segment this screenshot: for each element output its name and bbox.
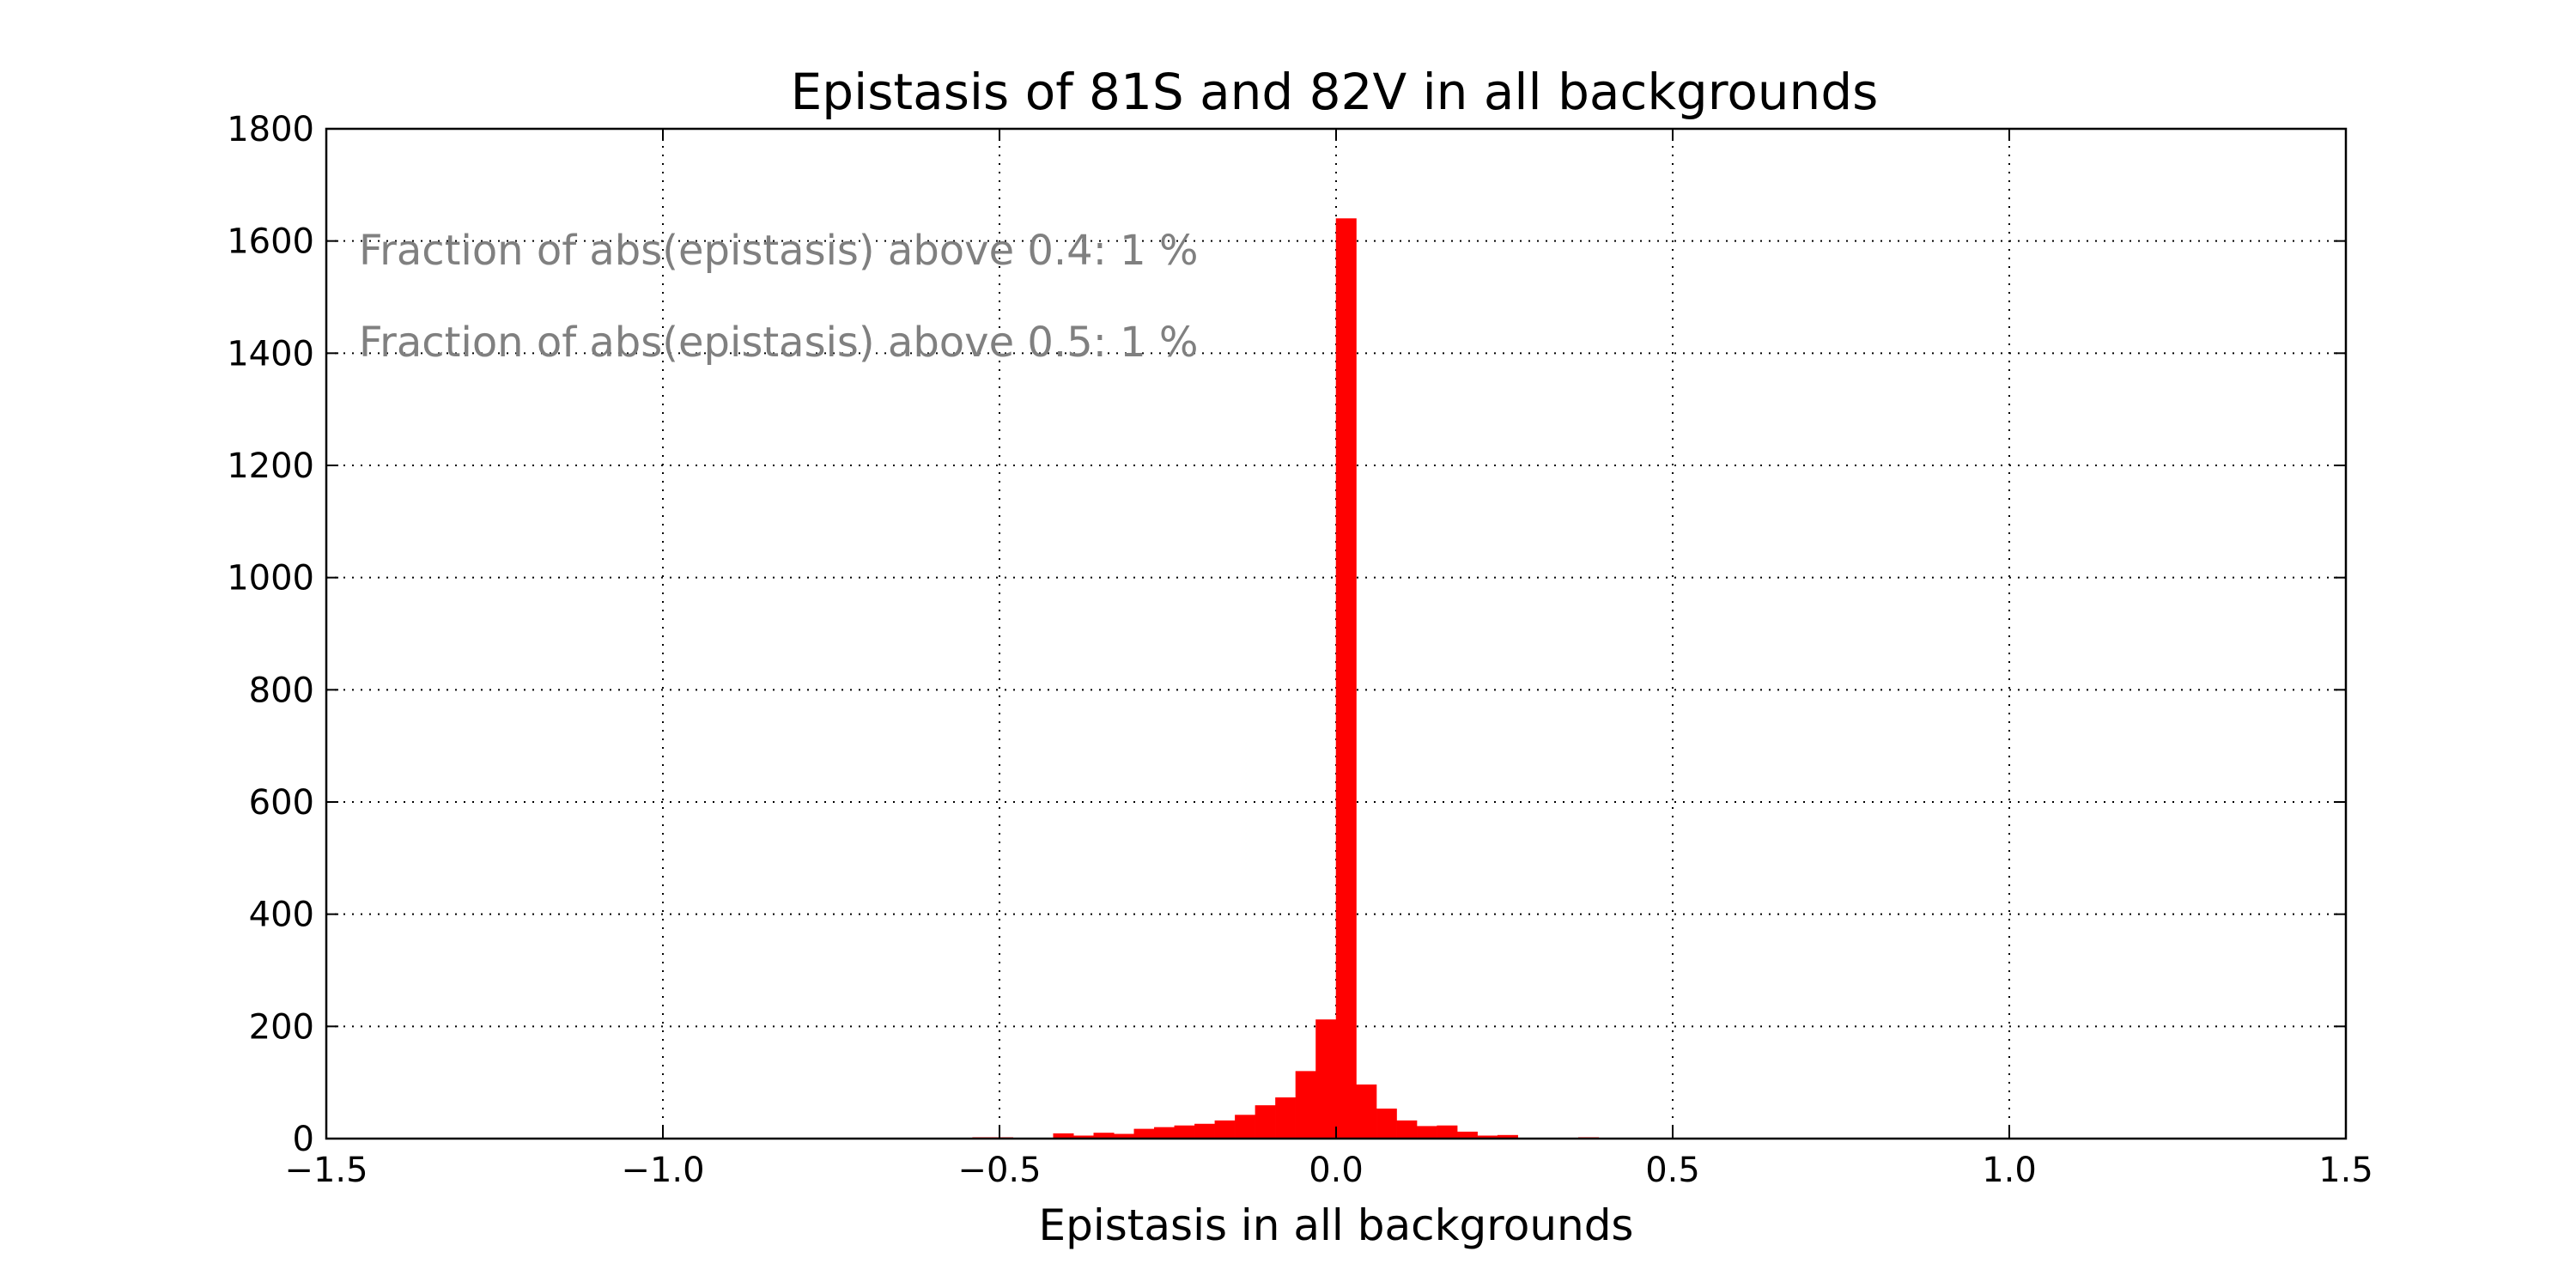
histogram-bar bbox=[1174, 1125, 1195, 1139]
y-tick-label: 600 bbox=[249, 783, 314, 823]
annotation-above-0-4: Fraction of abs(epistasis) above 0.4: 1 … bbox=[359, 227, 1199, 275]
histogram-bar bbox=[1315, 1019, 1337, 1139]
x-tick-label: 0.0 bbox=[1309, 1151, 1364, 1190]
y-tick-label: 1600 bbox=[227, 222, 314, 262]
y-tick-label: 1200 bbox=[227, 447, 314, 486]
y-axis-ticks: 0 200 400 600 800 1000 1200 1400 1600 1800 bbox=[227, 110, 2346, 1159]
histogram-bar bbox=[1295, 1071, 1316, 1139]
histogram-bar bbox=[1154, 1127, 1176, 1139]
y-tick-label: 800 bbox=[249, 671, 314, 710]
histogram-bar bbox=[1133, 1128, 1155, 1139]
histogram-bar bbox=[1194, 1123, 1216, 1139]
chart-title: Epistasis of 81S and 82V in all backgrou… bbox=[791, 63, 1879, 121]
y-tick-label: 400 bbox=[249, 896, 314, 935]
x-tick-label: 1.5 bbox=[2318, 1151, 2373, 1190]
histogram-bar bbox=[1214, 1120, 1236, 1139]
histogram-bar bbox=[1376, 1109, 1397, 1139]
y-tick-label: 1000 bbox=[227, 559, 314, 598]
x-axis-ticks: −1.5 −1.0 −0.5 0.0 0.5 1.0 1.5 bbox=[284, 129, 2373, 1190]
x-tick-label: −1.5 bbox=[284, 1151, 368, 1190]
histogram-bar bbox=[1396, 1120, 1418, 1139]
annotations: Fraction of abs(epistasis) above 0.4: 1 … bbox=[359, 227, 1199, 367]
histogram-bar bbox=[1356, 1084, 1377, 1139]
y-tick-label: 1400 bbox=[227, 334, 314, 374]
x-tick-label: −0.5 bbox=[957, 1151, 1041, 1190]
x-tick-label: 1.0 bbox=[1982, 1151, 2037, 1190]
histogram-bars bbox=[972, 218, 1600, 1139]
histogram-bar bbox=[1235, 1115, 1256, 1139]
x-axis-label: Epistasis in all backgrounds bbox=[1039, 1200, 1634, 1250]
histogram-bar bbox=[1255, 1105, 1276, 1139]
histogram-bar bbox=[1437, 1125, 1458, 1139]
y-tick-label: 1800 bbox=[227, 110, 314, 149]
histogram-bar bbox=[1416, 1126, 1437, 1139]
histogram-bar bbox=[1275, 1097, 1297, 1139]
y-tick-label: 0 bbox=[293, 1120, 314, 1159]
histogram-bar bbox=[1335, 218, 1357, 1139]
annotation-above-0-5: Fraction of abs(epistasis) above 0.5: 1 … bbox=[359, 319, 1199, 367]
grid-lines bbox=[326, 129, 2346, 1139]
y-tick-label: 200 bbox=[249, 1007, 314, 1047]
x-tick-label: −1.0 bbox=[621, 1151, 704, 1190]
x-tick-label: 0.5 bbox=[1645, 1151, 1700, 1190]
